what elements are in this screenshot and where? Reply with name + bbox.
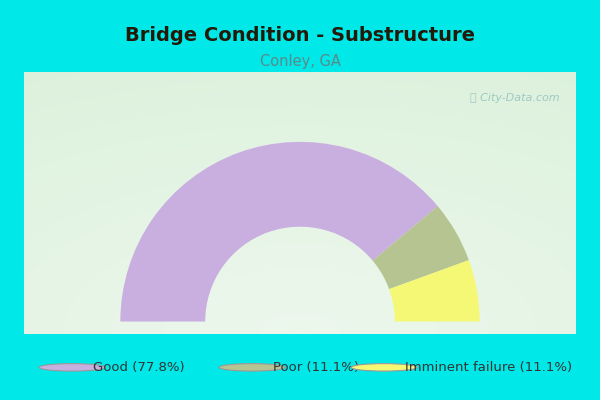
- Wedge shape: [121, 142, 438, 322]
- Wedge shape: [373, 206, 469, 289]
- Text: Poor (11.1%): Poor (11.1%): [273, 361, 359, 374]
- Text: Conley, GA: Conley, GA: [260, 54, 340, 69]
- Text: Good (77.8%): Good (77.8%): [93, 361, 185, 374]
- Text: Bridge Condition - Substructure: Bridge Condition - Substructure: [125, 26, 475, 45]
- Circle shape: [351, 364, 417, 371]
- Circle shape: [219, 364, 285, 371]
- Wedge shape: [389, 260, 479, 322]
- Circle shape: [39, 364, 105, 371]
- Text: Imminent failure (11.1%): Imminent failure (11.1%): [405, 361, 572, 374]
- Text: Ⓜ City-Data.com: Ⓜ City-Data.com: [470, 93, 559, 103]
